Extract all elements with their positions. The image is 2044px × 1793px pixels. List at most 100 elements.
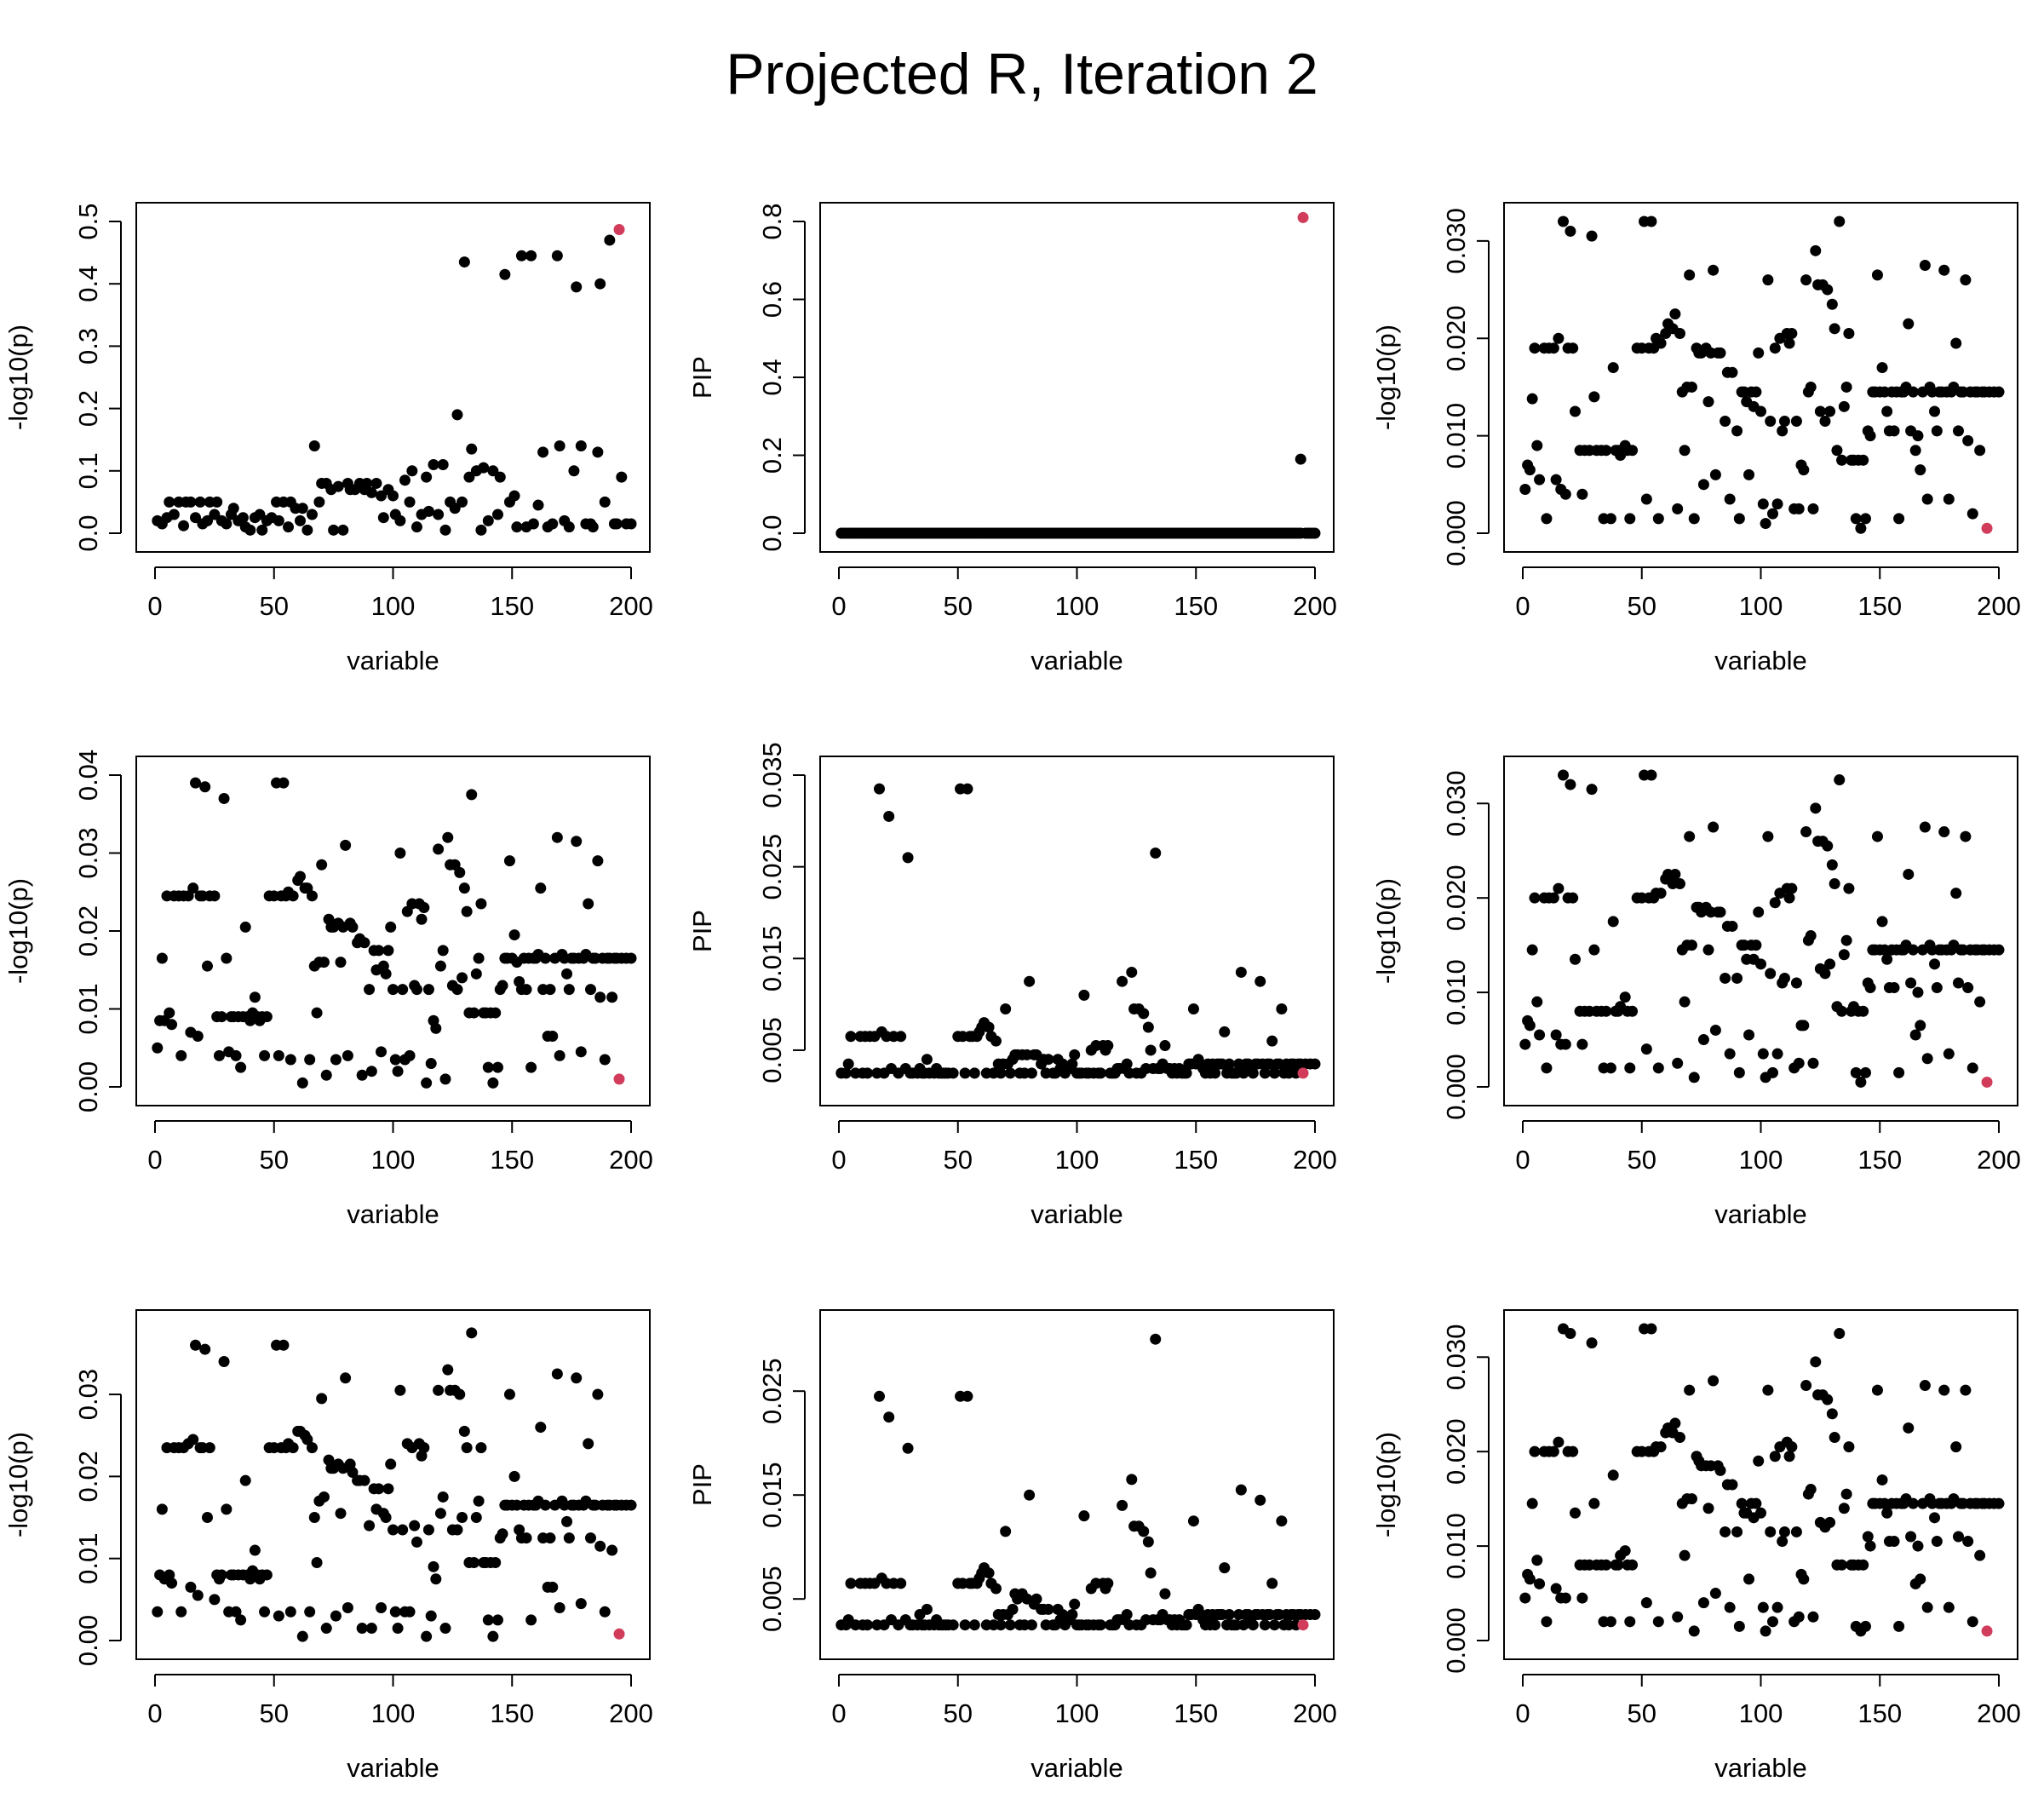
data-point xyxy=(287,1442,299,1454)
data-point xyxy=(563,984,575,996)
data-point xyxy=(1619,1545,1631,1557)
data-point xyxy=(1762,1384,1774,1396)
data-point xyxy=(1031,1593,1042,1605)
data-point xyxy=(404,496,416,508)
data-point xyxy=(1857,1005,1869,1017)
plot-frame xyxy=(1503,202,2018,553)
data-point xyxy=(1912,430,1924,442)
data-point xyxy=(921,1054,933,1066)
y-tick-label: 0.025 xyxy=(757,834,787,900)
data-point xyxy=(330,1610,342,1622)
data-point xyxy=(1903,318,1915,330)
data-point xyxy=(1952,1531,1964,1543)
highlighted-point xyxy=(1981,1076,1993,1088)
x-tick-label: 0 xyxy=(1515,1145,1530,1175)
data-point xyxy=(525,1061,537,1073)
data-point xyxy=(359,1474,370,1486)
data-point xyxy=(874,1390,886,1402)
data-point xyxy=(1753,906,1765,918)
data-point xyxy=(1836,1559,1848,1571)
data-point xyxy=(575,1046,587,1058)
data-point xyxy=(365,1623,377,1635)
data-point xyxy=(1765,968,1777,980)
data-point xyxy=(451,1524,463,1536)
plot-frame xyxy=(819,756,1335,1106)
highlighted-point xyxy=(1981,522,1993,534)
data-point xyxy=(1790,977,1802,989)
data-point xyxy=(902,852,914,864)
data-point xyxy=(1871,269,1883,281)
data-point xyxy=(1793,503,1805,514)
data-point xyxy=(1765,1526,1777,1537)
x-tick-label: 100 xyxy=(371,591,416,621)
data-point xyxy=(1714,1464,1726,1476)
data-point xyxy=(563,1532,575,1544)
data-point xyxy=(527,518,539,530)
data-point xyxy=(1138,1008,1150,1020)
data-point xyxy=(1798,1573,1810,1585)
data-point xyxy=(1881,953,1893,965)
data-point xyxy=(1159,1588,1171,1600)
data-point xyxy=(1840,1488,1852,1500)
data-point xyxy=(539,952,551,964)
data-point xyxy=(1814,405,1826,417)
data-point xyxy=(1826,859,1838,871)
data-point xyxy=(547,1581,559,1593)
data-point xyxy=(1840,934,1852,946)
data-point xyxy=(1778,415,1790,427)
data-point xyxy=(1921,1053,1933,1065)
x-tick-label: 0 xyxy=(147,1145,162,1175)
data-point xyxy=(1000,1003,1012,1014)
data-point xyxy=(1750,386,1762,398)
data-point xyxy=(606,1544,618,1556)
data-point xyxy=(551,1368,563,1380)
data-point xyxy=(316,1393,328,1405)
data-point xyxy=(1843,882,1855,894)
data-point xyxy=(1588,944,1600,956)
data-point xyxy=(1652,513,1664,525)
y-axis-label: -log10(p) xyxy=(3,878,33,984)
data-point xyxy=(983,1021,995,1033)
data-point xyxy=(1078,989,1090,1001)
y-axis-label: PIP xyxy=(687,356,717,399)
data-point xyxy=(1672,1057,1684,1069)
x-tick-label: 150 xyxy=(1174,591,1218,621)
data-point xyxy=(376,490,388,502)
data-point xyxy=(215,1569,227,1581)
x-axis-label: variable xyxy=(1031,1199,1123,1229)
data-point xyxy=(563,521,575,533)
data-point xyxy=(1066,1609,1078,1620)
x-axis-label: variable xyxy=(347,1199,439,1229)
data-point xyxy=(1714,906,1726,918)
data-point xyxy=(1702,944,1714,956)
data-point xyxy=(1674,878,1685,890)
data-point xyxy=(625,1499,637,1511)
data-point xyxy=(1962,982,1974,994)
data-point xyxy=(1640,1043,1652,1055)
data-point xyxy=(451,409,463,421)
data-point xyxy=(532,499,544,511)
y-axis-label: -log10(p) xyxy=(1371,325,1401,430)
x-tick-label: 150 xyxy=(1857,1145,1902,1175)
data-point xyxy=(1672,1611,1684,1623)
data-point xyxy=(1684,830,1696,842)
x-tick-label: 200 xyxy=(1977,591,2021,621)
data-point xyxy=(1938,264,1950,276)
data-point xyxy=(592,1388,604,1400)
data-point xyxy=(1962,1536,1974,1548)
data-point xyxy=(442,831,454,843)
data-point xyxy=(194,496,206,508)
data-point xyxy=(458,1425,470,1437)
x-tick-label: 200 xyxy=(1977,1698,2021,1728)
data-point xyxy=(1534,1029,1546,1041)
data-point xyxy=(175,1606,187,1618)
x-tick-label: 0 xyxy=(831,1145,846,1175)
x-axis-label: variable xyxy=(347,646,439,675)
data-point xyxy=(1102,1040,1114,1052)
data-point xyxy=(221,518,233,530)
data-point xyxy=(1276,1003,1288,1014)
data-point xyxy=(1117,975,1128,987)
x-axis-label: variable xyxy=(1031,646,1123,675)
data-point xyxy=(470,1512,482,1524)
highlighted-point xyxy=(1297,1619,1309,1631)
